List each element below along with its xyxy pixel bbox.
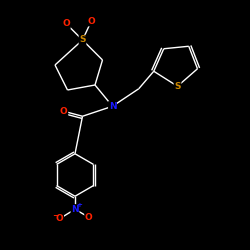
Text: O: O xyxy=(60,107,68,116)
Text: +: + xyxy=(76,202,82,208)
Text: N: N xyxy=(71,205,79,214)
Text: O: O xyxy=(62,19,70,28)
Text: O: O xyxy=(56,214,64,223)
Text: −: − xyxy=(52,211,58,220)
Text: S: S xyxy=(174,82,181,91)
Text: N: N xyxy=(109,102,116,111)
Text: O: O xyxy=(85,213,92,222)
Text: O: O xyxy=(88,17,95,26)
Text: S: S xyxy=(79,36,86,44)
